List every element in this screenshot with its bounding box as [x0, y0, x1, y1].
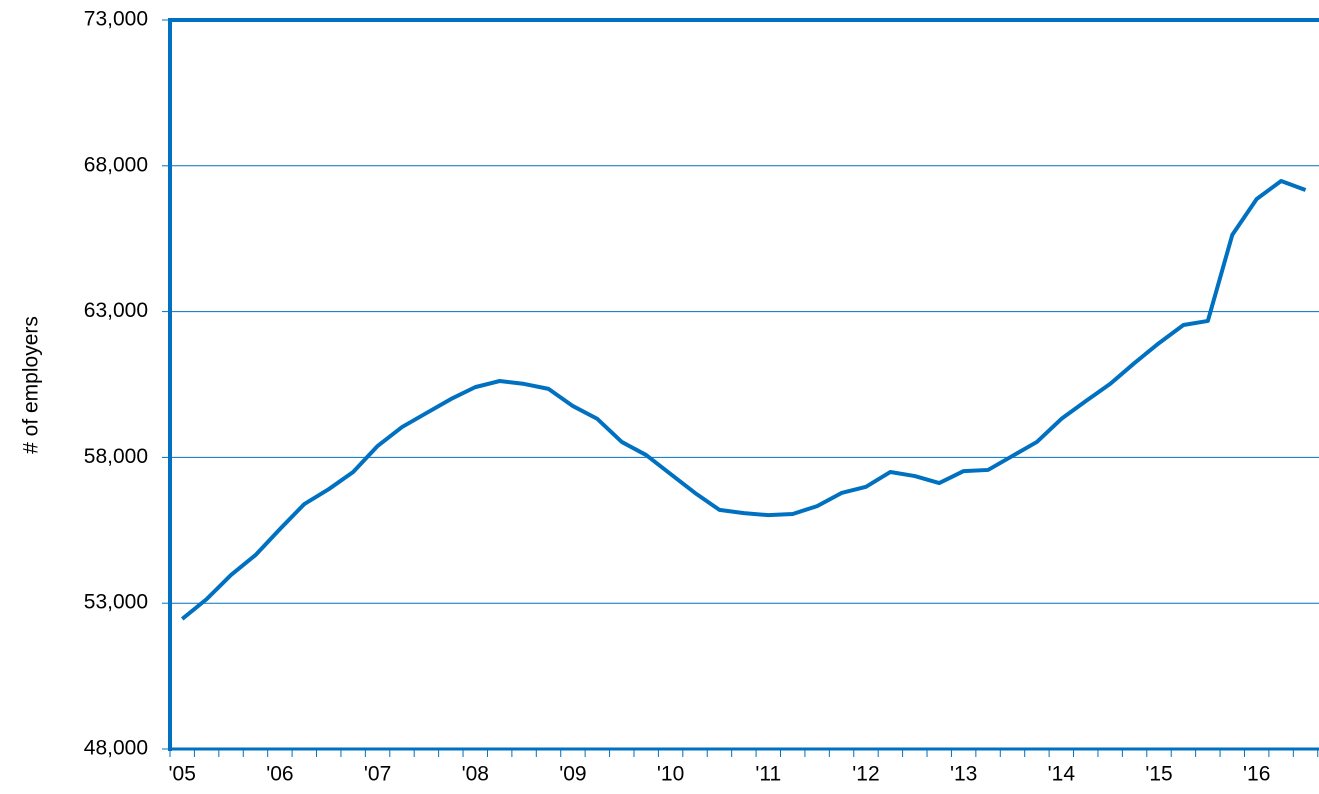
y-tick-label: 58,000	[84, 445, 148, 468]
x-tick-label: '14	[1048, 763, 1076, 786]
x-tick-label: '05	[169, 763, 196, 786]
x-tick-label: '09	[559, 763, 586, 786]
y-tick-label: 68,000	[84, 153, 148, 176]
x-tick-label: '15	[1145, 763, 1172, 786]
x-tick-label: '16	[1243, 763, 1270, 786]
x-tick-label: '10	[657, 763, 684, 786]
x-tick-label: '12	[852, 763, 879, 786]
y-tick-label: 63,000	[84, 299, 148, 322]
x-tick-label: '07	[364, 763, 391, 786]
line	[180, 178, 1307, 621]
x-tick-label: '08	[462, 763, 489, 786]
x-tick-label: '06	[266, 763, 293, 786]
y-tick-label: 73,000	[84, 8, 148, 31]
x-tick-label: '11	[755, 763, 781, 786]
x-tick-label: '13	[950, 763, 977, 786]
y-tick-label: 53,000	[84, 591, 148, 614]
y-axis-label: # of employers	[20, 316, 43, 454]
y-tick-label: 48,000	[84, 737, 148, 760]
